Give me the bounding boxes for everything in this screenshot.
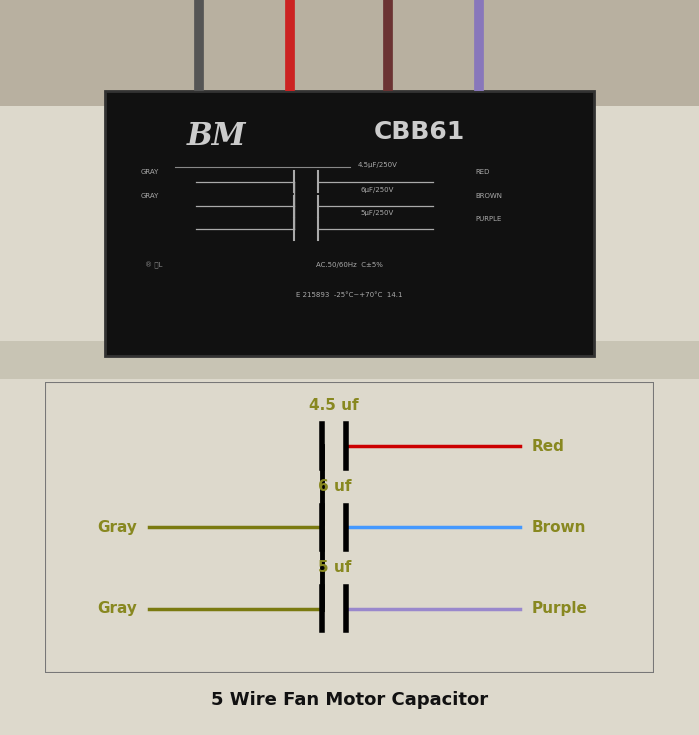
- Text: BM: BM: [187, 121, 247, 151]
- Text: Brown: Brown: [532, 520, 586, 535]
- Text: CBB61: CBB61: [374, 121, 465, 145]
- FancyBboxPatch shape: [105, 91, 594, 356]
- FancyBboxPatch shape: [0, 341, 699, 379]
- Text: PURPLE: PURPLE: [475, 216, 502, 222]
- FancyBboxPatch shape: [0, 0, 699, 106]
- Text: BROWN: BROWN: [475, 193, 503, 199]
- Text: Purple: Purple: [532, 601, 588, 616]
- Text: E 215893  -25°C~+70°C  14.1: E 215893 -25°C~+70°C 14.1: [296, 293, 403, 298]
- Text: RED: RED: [475, 169, 490, 175]
- Text: 4.5μF/250V: 4.5μF/250V: [357, 162, 398, 168]
- Text: 5 uf: 5 uf: [317, 560, 351, 576]
- Text: ® ⒤L: ® ⒤L: [145, 262, 163, 268]
- Text: Red: Red: [532, 439, 565, 453]
- Text: 5 Wire Fan Motor Capacitor: 5 Wire Fan Motor Capacitor: [211, 692, 488, 709]
- FancyBboxPatch shape: [45, 382, 654, 673]
- Text: Gray: Gray: [96, 601, 137, 616]
- Text: GRAY: GRAY: [141, 193, 159, 199]
- Text: 6μF/250V: 6μF/250V: [361, 187, 394, 193]
- Text: 6 uf: 6 uf: [317, 479, 351, 494]
- Text: 4.5 uf: 4.5 uf: [310, 398, 359, 412]
- Text: Gray: Gray: [96, 520, 137, 535]
- Text: GRAY: GRAY: [141, 169, 159, 175]
- Text: AC.50/60Hz  C±5%: AC.50/60Hz C±5%: [316, 262, 383, 268]
- Text: 5μF/250V: 5μF/250V: [361, 209, 394, 216]
